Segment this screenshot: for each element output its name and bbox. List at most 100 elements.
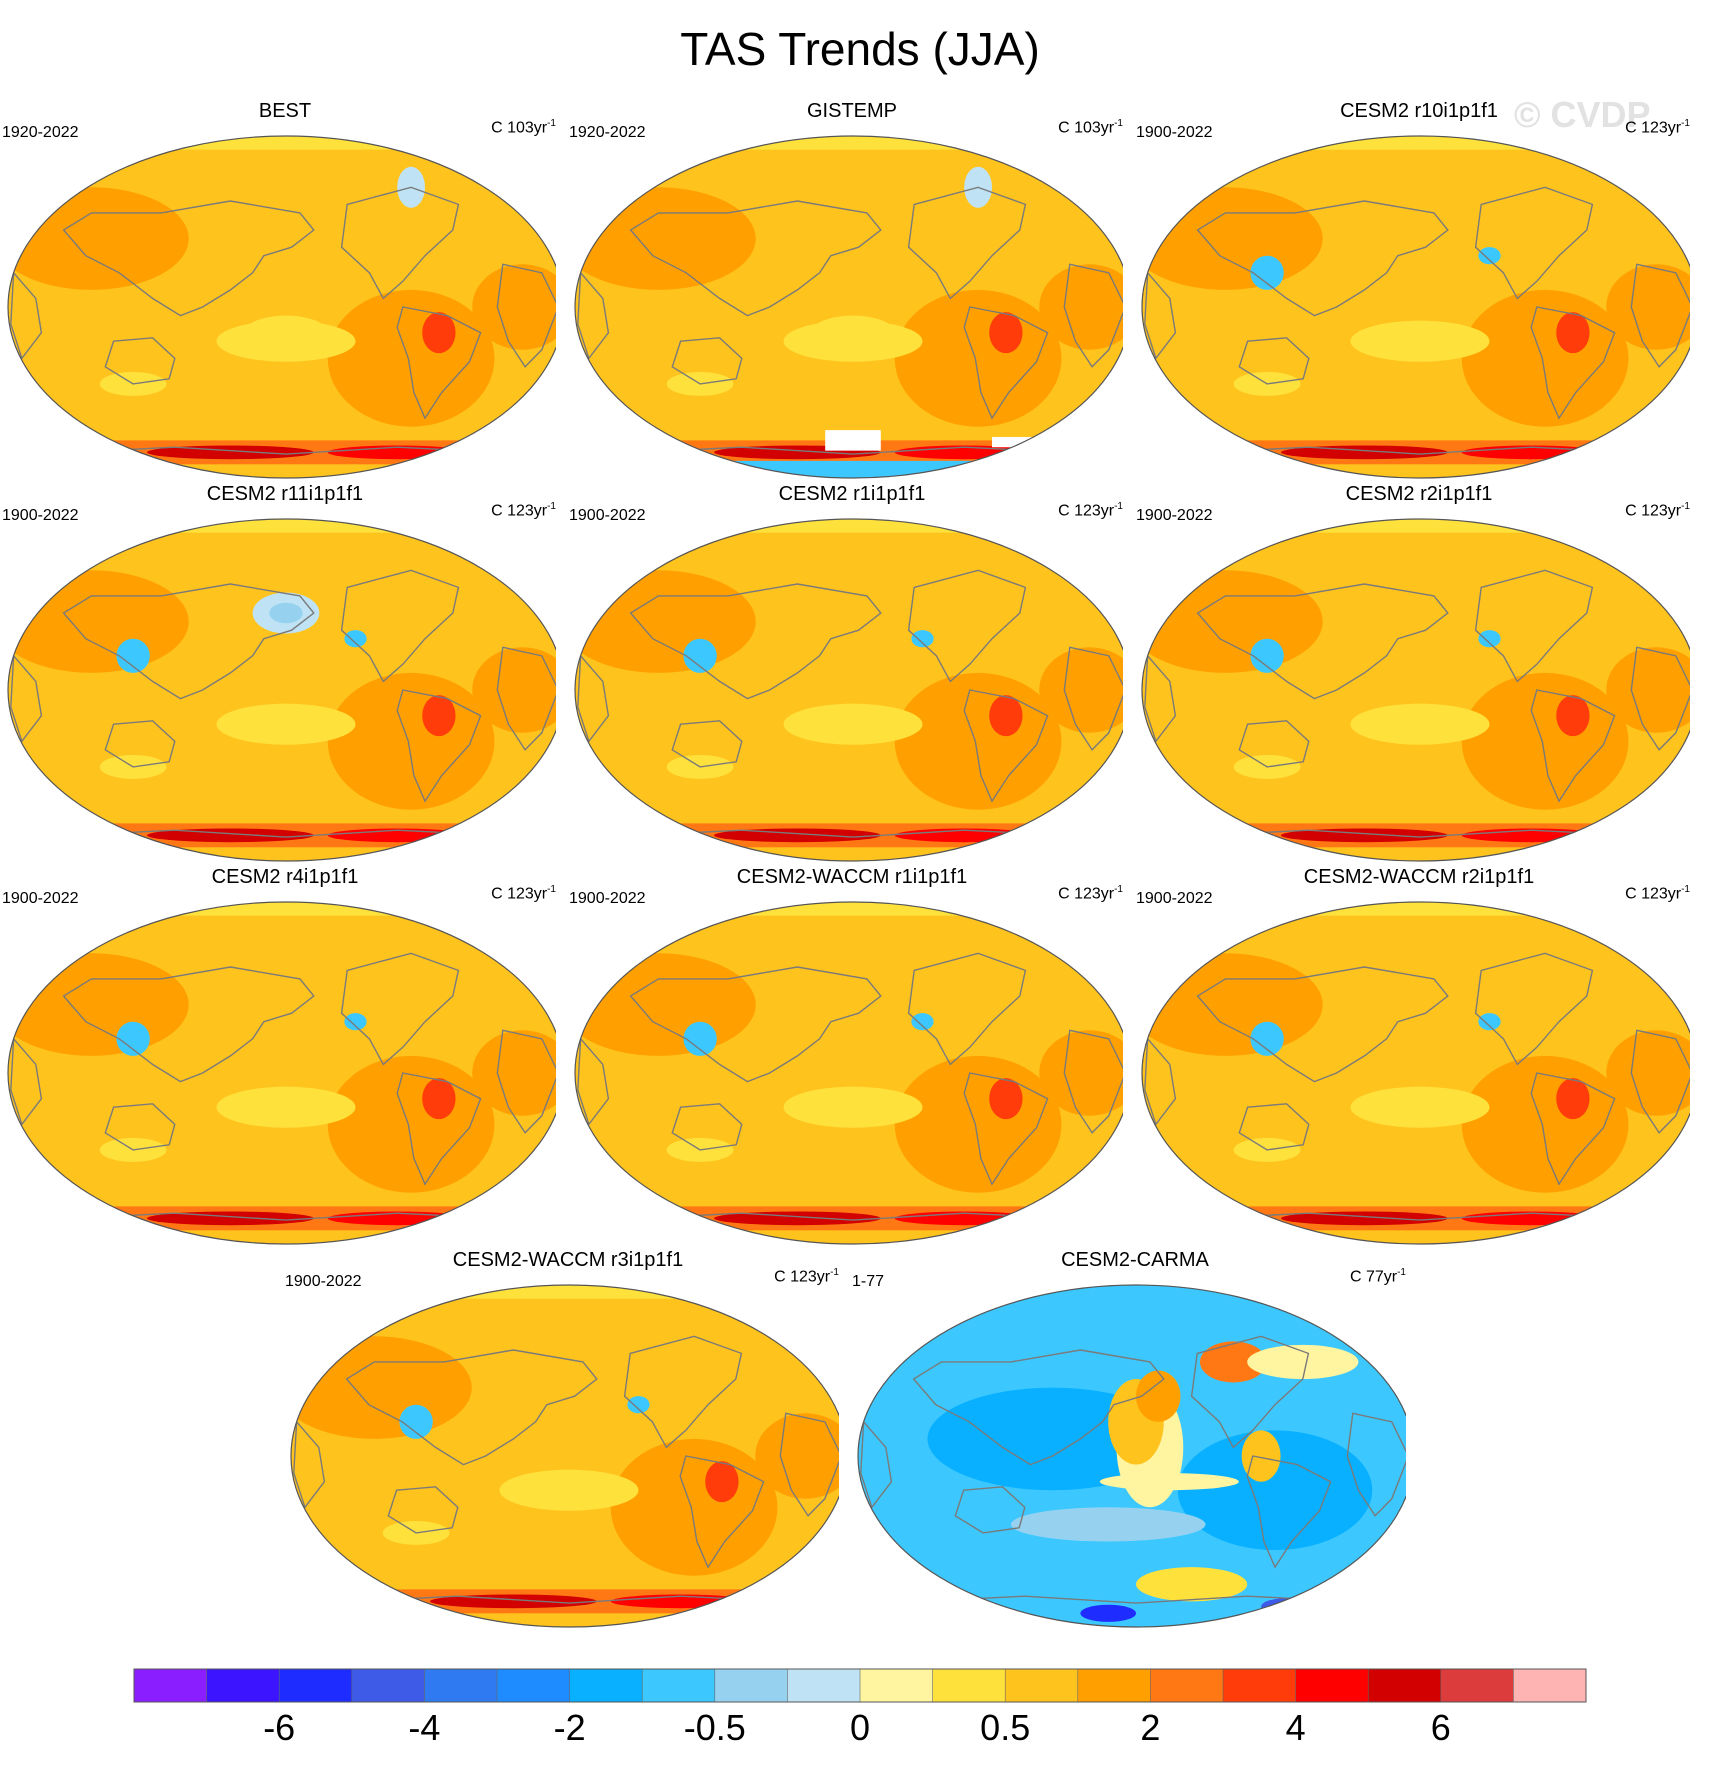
arctic-band	[291, 1285, 839, 1299]
cvdp-watermark: © CVDP	[1514, 94, 1651, 135]
coastline	[671, 1103, 743, 1151]
coastline	[912, 1349, 1165, 1466]
warming-region	[610, 1438, 778, 1576]
coastline	[10, 1037, 43, 1126]
warming-region	[1142, 187, 1323, 290]
map-panel: BEST 1920-2022 C 103yr-1	[0, 100, 570, 480]
coastline	[1196, 966, 1449, 1083]
coastline	[1238, 1103, 1310, 1151]
weak-cooling-region	[1010, 1507, 1206, 1542]
map-field	[8, 519, 556, 861]
panel-title: CESM2-WACCM r3i1p1f1	[452, 1249, 684, 1271]
warming-region	[1199, 1341, 1267, 1383]
coastline	[62, 583, 315, 700]
cooling-region	[1478, 1013, 1501, 1031]
panel-years: 1900-2022	[569, 507, 646, 524]
coastline	[345, 1349, 598, 1466]
panel-title: GISTEMP	[806, 100, 897, 122]
map-border	[7, 518, 556, 862]
colorbar-box	[932, 1669, 1006, 1702]
panel-units: C 77yr-1	[1350, 1267, 1406, 1286]
panel-years: 1900-2022	[569, 890, 646, 907]
panel-units: C 103yr-1	[491, 118, 556, 137]
warming-region	[894, 1055, 1062, 1193]
robinson-map	[7, 901, 556, 1245]
map-panel: GISTEMP 1920-2022 C 103yr-1	[567, 100, 1137, 480]
coastline	[1196, 200, 1449, 317]
coastline	[10, 654, 43, 743]
strong-warming-region	[147, 828, 314, 843]
strong-warming-region	[422, 1078, 456, 1120]
map-field	[8, 136, 556, 478]
units-exponent: -1	[547, 884, 556, 895]
map-panel: CESM2-WACCM r3i1p1f1 1900-2022 C 123yr-1	[283, 1249, 853, 1629]
warming-region	[894, 289, 1062, 427]
coastline	[62, 200, 315, 317]
map-field	[291, 1285, 839, 1627]
coastline	[1530, 306, 1616, 420]
coastline	[1144, 271, 1177, 360]
coastline	[679, 1455, 765, 1569]
warming-region	[327, 672, 495, 810]
figure-title: TAS Trends (JJA)	[680, 23, 1040, 75]
units-label: C 123yr	[1058, 502, 1115, 520]
coastline	[104, 720, 176, 768]
cooling-region	[1250, 638, 1284, 673]
map-border	[1141, 518, 1690, 862]
strong-warming-region	[1281, 828, 1448, 843]
units-label: C 123yr	[1058, 885, 1115, 903]
units-label: C 123yr	[1625, 119, 1682, 137]
panel-units: C 103yr-1	[1058, 118, 1123, 137]
coastline	[496, 263, 556, 368]
coastline	[671, 337, 743, 385]
units-exponent: -1	[1681, 501, 1690, 512]
map-field	[575, 519, 1123, 861]
weak-warming-region	[244, 315, 328, 350]
coastline	[496, 646, 556, 751]
map-border	[7, 135, 556, 479]
coastline	[10, 271, 43, 360]
strong-warming-region	[422, 312, 456, 354]
panel-units: C 123yr-1	[491, 501, 556, 520]
cooling-region	[344, 630, 367, 648]
coastline	[907, 186, 1027, 300]
colorbar-box	[1005, 1669, 1079, 1702]
map-panel: CESM2 r1i1p1f1 1900-2022 C 123yr-1	[567, 483, 1137, 863]
panel-title: CESM2 r11i1p1f1	[206, 483, 364, 505]
cooling-region	[116, 1021, 150, 1056]
map-panel: CESM2-CARMA 1-77 C 77yr-1	[850, 1249, 1420, 1629]
coastline	[340, 952, 460, 1066]
cooling-region	[399, 1404, 433, 1439]
colorbar-box	[1150, 1669, 1224, 1702]
coastline	[1474, 569, 1594, 683]
colorbar-box	[1440, 1669, 1514, 1702]
coastline	[860, 1420, 893, 1509]
panel-title: CESM2 r10i1p1f1	[1340, 100, 1498, 122]
units-exponent: -1	[1114, 501, 1123, 512]
colorbar-box	[1295, 1669, 1369, 1702]
coastline	[104, 337, 176, 385]
warming-region	[8, 570, 189, 673]
warming-region	[1461, 289, 1629, 427]
colorbar-box	[787, 1669, 861, 1702]
colorbar-tick-label: -0.5	[684, 1707, 746, 1748]
strong-warming-region	[1556, 1078, 1590, 1120]
robinson-map	[7, 518, 556, 862]
colorbar-tick-label: -2	[554, 1707, 586, 1748]
strong-warming-region	[147, 1211, 314, 1226]
strong-warming-region	[422, 695, 456, 737]
units-label: C 103yr	[491, 119, 548, 137]
coastline	[396, 689, 482, 803]
map-field	[1142, 136, 1690, 478]
units-exponent: -1	[1114, 118, 1123, 129]
map-border	[290, 1284, 839, 1628]
panel-units: C 123yr-1	[491, 884, 556, 903]
units-exponent: -1	[1397, 1267, 1406, 1278]
colorbar-box	[497, 1669, 571, 1702]
units-label: C 77yr	[1349, 1268, 1398, 1286]
units-label: C 123yr	[1625, 885, 1682, 903]
robinson-map	[7, 135, 556, 479]
coastline	[1630, 263, 1690, 368]
coastline	[62, 966, 315, 1083]
panel-title: BEST	[258, 100, 312, 122]
